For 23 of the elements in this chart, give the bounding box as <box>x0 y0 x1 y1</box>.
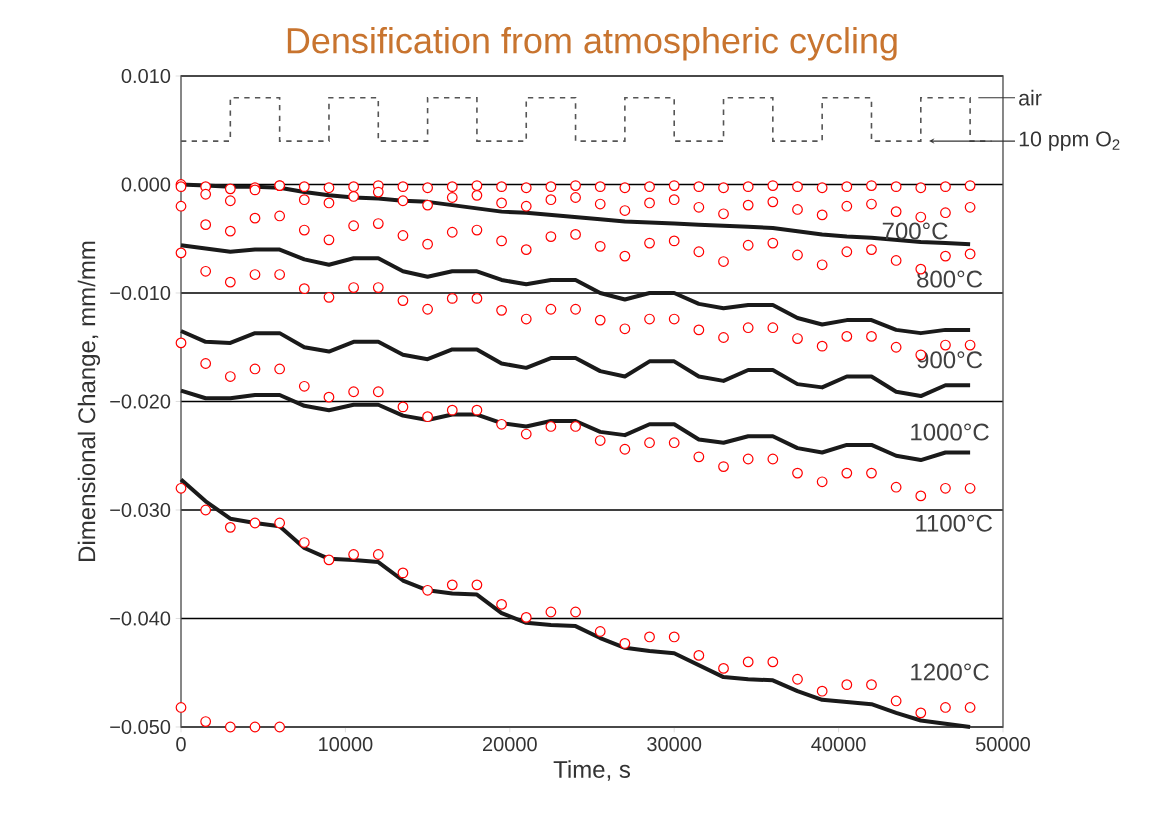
y-tick-label: −0.030 <box>110 502 171 518</box>
annotation: 1100°C <box>916 514 993 532</box>
x-tick-label: 10000 <box>319 737 373 752</box>
y-tick-label: 0.010 <box>121 68 171 84</box>
y-tick-label: −0.010 <box>110 285 171 301</box>
text: air <box>1019 89 1042 106</box>
x-tick-label: 30000 <box>647 737 702 752</box>
annotation: 1200°C <box>911 663 989 681</box>
x-tick-label: 0 <box>176 737 186 752</box>
y-tick-label: 0.000 <box>121 177 171 192</box>
annotation: 800°C <box>917 270 983 288</box>
x-tick-label: 40000 <box>811 737 866 752</box>
annotation: 700°C <box>882 222 948 240</box>
y-tick-label: −0.020 <box>110 394 171 409</box>
y-axis-title: Dimensional Change, mm/mm <box>77 241 101 561</box>
chart-title: Densification from atmospheric cycling <box>287 27 897 61</box>
x-tick-label: 50000 <box>975 737 1030 752</box>
y-tick-label: −0.040 <box>110 611 171 626</box>
y-tick-label: −0.050 <box>110 719 171 735</box>
text: 10 ppm O$_{2}$ <box>1019 131 1120 151</box>
x-axis-title: Time, s <box>553 760 631 781</box>
annotation: 1000°C <box>911 423 989 441</box>
x-tick-label: 20000 <box>483 737 537 752</box>
